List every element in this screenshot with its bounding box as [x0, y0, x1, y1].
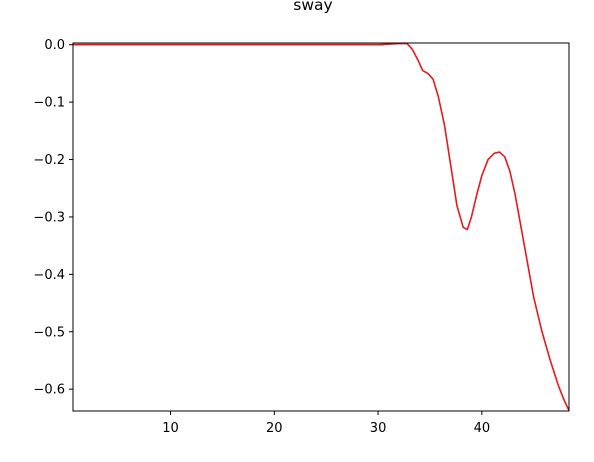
y-tick-label: −0.1: [33, 96, 65, 111]
plot-area: [73, 43, 569, 411]
y-tick-label: −0.3: [33, 210, 65, 225]
series-line-2: [73, 43, 569, 411]
x-tick-label: 20: [266, 421, 283, 436]
y-tick-label: −0.6: [33, 383, 65, 398]
x-tick-label: 30: [370, 421, 387, 436]
x-tick-label: 10: [162, 421, 179, 436]
plot-frame: [72, 42, 570, 412]
chart-title: sway: [293, 0, 332, 14]
y-tick-label: −0.5: [33, 325, 65, 340]
y-tick-label: −0.2: [33, 153, 65, 168]
x-tick-label: 40: [474, 421, 491, 436]
axes: 10 20 30 40 0.0 −0.1 −0.2 −0.3 −0.4 −0.5 −0.6: [33, 38, 570, 436]
y-tick-label: 0.0: [44, 38, 65, 53]
y-tick-label: −0.4: [33, 268, 65, 283]
